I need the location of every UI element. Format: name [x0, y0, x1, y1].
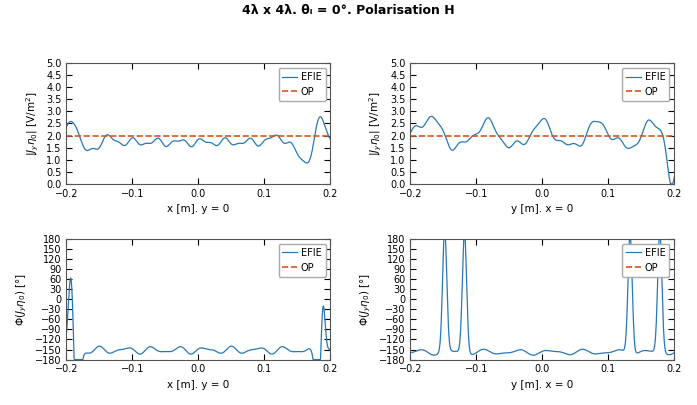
Line: EFIE: EFIE [66, 278, 330, 360]
Y-axis label: $\Phi(J_y\eta_0)$ [°]: $\Phi(J_y\eta_0)$ [°] [359, 273, 374, 326]
EFIE [406, 130, 415, 135]
X-axis label: x [m]. y = 0: x [m]. y = 0 [167, 380, 229, 390]
Legend: EFIE, OP: EFIE, OP [279, 68, 325, 101]
EFIE [243, 137, 252, 142]
EFIE [618, 347, 626, 352]
EFIE [268, 352, 277, 356]
EFIE [406, 350, 415, 355]
EFIE [613, 348, 621, 353]
EFIE [326, 346, 335, 351]
EFIE [178, 138, 187, 143]
EFIE [523, 140, 531, 145]
EFIE [169, 348, 178, 353]
Legend: EFIE, OP: EFIE, OP [279, 244, 325, 277]
EFIE [612, 136, 620, 141]
Y-axis label: $|J_y\eta_0|$ [V/m$^2$]: $|J_y\eta_0|$ [V/m$^2$] [368, 91, 385, 156]
EFIE [316, 114, 325, 119]
EFIE [617, 138, 625, 143]
EFIE [90, 348, 98, 353]
Legend: EFIE, OP: EFIE, OP [622, 68, 669, 101]
EFIE [268, 134, 277, 139]
EFIE [302, 160, 311, 165]
EFIE [430, 353, 438, 358]
EFIE [588, 120, 596, 125]
EFIE [670, 175, 678, 179]
Line: EFIE: EFIE [411, 116, 674, 184]
EFIE [513, 139, 521, 143]
Text: 4λ x 4λ. θᵢ = 0°. Polarisation H: 4λ x 4λ. θᵢ = 0°. Polarisation H [242, 4, 455, 17]
EFIE [666, 181, 675, 186]
EFIE [523, 350, 531, 355]
EFIE [273, 133, 281, 138]
EFIE [434, 352, 442, 356]
Y-axis label: $|J_y\eta_0|$ [V/m$^2$]: $|J_y\eta_0|$ [V/m$^2$] [24, 91, 40, 156]
X-axis label: x [m]. y = 0: x [m]. y = 0 [167, 204, 229, 214]
Line: EFIE: EFIE [411, 239, 674, 355]
Legend: EFIE, OP: EFIE, OP [622, 244, 669, 277]
X-axis label: y [m]. x = 0: y [m]. x = 0 [511, 380, 574, 390]
EFIE [244, 348, 252, 353]
Line: EFIE: EFIE [66, 117, 330, 163]
EFIE [62, 124, 70, 129]
EFIE [434, 120, 442, 125]
EFIE [440, 237, 448, 241]
EFIE [514, 348, 522, 353]
EFIE [326, 137, 335, 142]
EFIE [588, 351, 597, 356]
Y-axis label: $\Phi(J_y\eta_0)$ [°]: $\Phi(J_y\eta_0)$ [°] [15, 273, 29, 326]
EFIE [179, 345, 187, 350]
EFIE [169, 139, 177, 143]
EFIE [427, 114, 436, 119]
EFIE [89, 146, 98, 151]
EFIE [273, 347, 282, 352]
EFIE [70, 357, 79, 362]
X-axis label: y [m]. x = 0: y [m]. x = 0 [511, 204, 574, 214]
EFIE [670, 350, 678, 355]
EFIE [62, 331, 70, 336]
EFIE [66, 275, 75, 280]
